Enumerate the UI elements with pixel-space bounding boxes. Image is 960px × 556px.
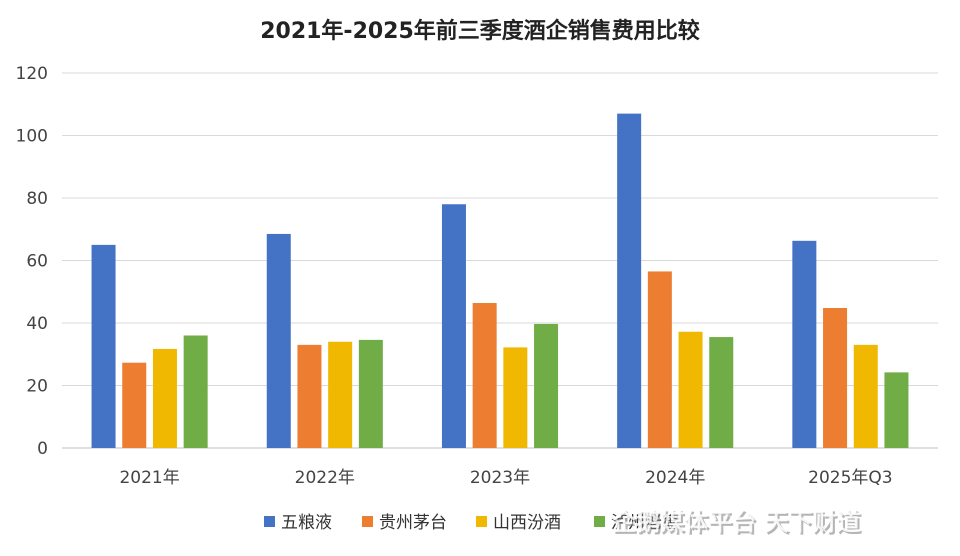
y-tick-label: 40 <box>26 314 48 334</box>
bar-3-4 <box>678 331 703 448</box>
y-tick-label: 0 <box>37 439 48 459</box>
bar-1-5 <box>792 240 817 448</box>
bar-1-3 <box>441 204 466 448</box>
bar-1-1 <box>91 244 116 448</box>
x-tick-label: 2023年 <box>470 468 530 488</box>
x-axis: 2021年 2022年 2023年 2024年 2025年Q3 <box>119 468 892 488</box>
bar-2-1 <box>122 362 147 448</box>
y-tick-label: 120 <box>16 64 48 84</box>
legend-swatch-4 <box>594 516 605 527</box>
bar-3-1 <box>152 348 177 448</box>
y-tick-label: 100 <box>16 127 48 147</box>
x-tick-label: 2022年 <box>295 468 355 488</box>
legend-swatch-1 <box>264 516 275 527</box>
legend-swatch-2 <box>362 516 373 527</box>
bar-1-4 <box>617 113 642 448</box>
bars <box>91 113 909 448</box>
legend-label-1: 五粮液 <box>281 513 332 533</box>
x-tick-label: 2024年 <box>645 468 705 488</box>
y-tick-label: 80 <box>26 189 48 209</box>
bar-4-2 <box>358 339 383 448</box>
bar-2-5 <box>823 308 848 448</box>
watermark: 企鹅媒体平台 天下财道 企鹅媒体平台 天下财道 <box>612 508 862 538</box>
watermark-text: 企鹅媒体平台 天下财道 <box>612 508 860 536</box>
x-tick-label: 2021年 <box>119 468 179 488</box>
legend-swatch-3 <box>476 516 487 527</box>
bar-3-3 <box>503 347 528 448</box>
bar-3-2 <box>328 341 353 448</box>
bar-4-4 <box>709 337 734 448</box>
bar-2-2 <box>297 344 322 448</box>
bar-4-1 <box>183 335 208 448</box>
chart-title: 2021年-2025年前三季度酒企销售费用比较 <box>260 18 700 44</box>
bar-1-2 <box>266 233 291 448</box>
bar-4-3 <box>534 323 559 448</box>
watermark-shadow: 企鹅媒体平台 天下财道 <box>614 510 862 538</box>
legend-label-4: 泸州老窖 <box>611 513 679 533</box>
legend: 五粮液 贵州茅台 山西汾酒 泸州老窖 <box>264 513 679 533</box>
gridlines <box>62 72 938 386</box>
bar-3-5 <box>853 344 878 448</box>
y-tick-label: 20 <box>26 377 48 397</box>
y-tick-label: 60 <box>26 252 48 272</box>
x-tick-label: 2025年Q3 <box>808 468 892 488</box>
y-axis: 0 20 40 60 80 100 120 <box>16 64 938 459</box>
bar-2-3 <box>472 303 497 448</box>
bar-2-4 <box>647 271 672 448</box>
legend-label-2: 贵州茅台 <box>379 513 447 533</box>
legend-label-3: 山西汾酒 <box>493 513 561 533</box>
bar-4-5 <box>884 372 909 448</box>
